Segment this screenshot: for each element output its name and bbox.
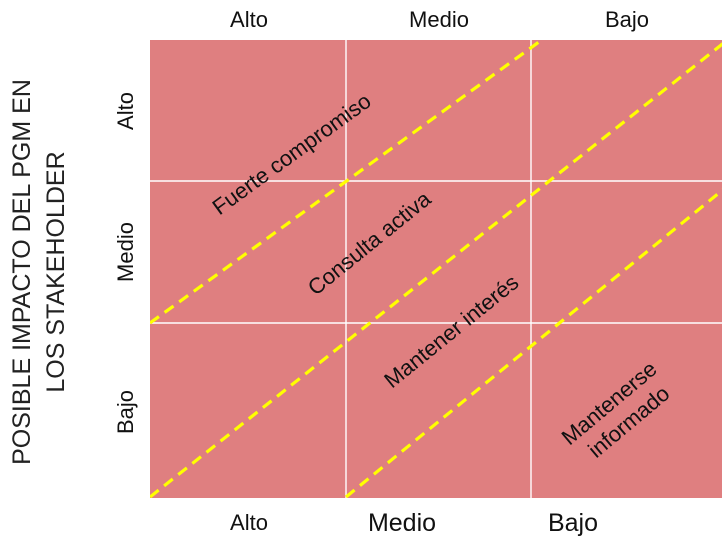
top-column-label-alto: Alto (230, 7, 268, 32)
bottom-column-label-medio: Medio (367, 509, 437, 537)
dashed-boundary-2 (150, 42, 722, 498)
dashed-boundary-3 (344, 188, 722, 498)
y-axis-title-line-2: LOS STAKEHOLDER (42, 151, 70, 393)
top-column-label-bajo: Bajo (604, 7, 650, 32)
y-axis-title: POSIBLE IMPACTO DEL PGM EN LOS STAKEHOLD… (5, 57, 81, 487)
top-column-label-medio: Medio (409, 7, 469, 32)
y-axis-title-line-1: POSIBLE IMPACTO DEL PGM EN (8, 79, 36, 465)
stakeholder-matrix-svg: Fuerte compromiso Consulta activa Manten… (150, 40, 722, 498)
bottom-column-label-bajo: Bajo (547, 509, 599, 537)
row-label-alto: Alto (113, 92, 138, 130)
row-label-bajo: Bajo (113, 389, 138, 435)
stakeholder-matrix: Fuerte compromiso Consulta activa Manten… (150, 40, 722, 498)
dashed-boundary-1 (150, 40, 545, 325)
bottom-column-label-alto: Alto (230, 510, 268, 535)
row-label-medio: Medio (113, 222, 138, 282)
